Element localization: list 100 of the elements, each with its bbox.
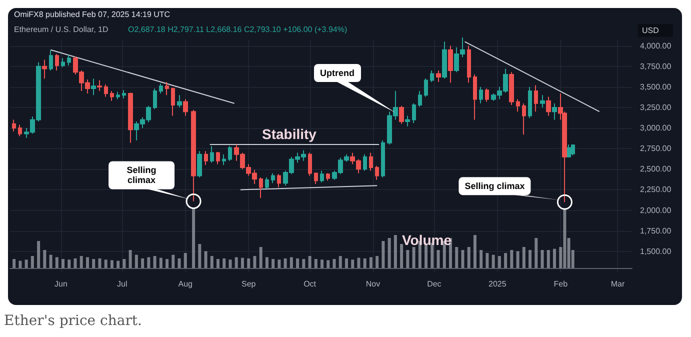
candlestick <box>259 176 263 198</box>
bar <box>290 257 293 268</box>
candlestick <box>91 78 96 96</box>
candlestick <box>183 98 188 116</box>
candlestick <box>448 45 453 84</box>
bar <box>528 250 532 268</box>
candlestick <box>271 172 275 184</box>
bar <box>553 248 556 268</box>
candlestick <box>479 86 483 104</box>
bar <box>473 235 476 268</box>
candlestick <box>277 174 281 188</box>
y-tick-label: 2,750.00 <box>640 144 672 154</box>
bar <box>178 258 181 268</box>
candlestick <box>314 172 318 184</box>
bar <box>68 260 71 268</box>
candlestick <box>320 170 324 183</box>
candlestick <box>546 96 551 116</box>
bar <box>344 258 348 268</box>
bar <box>24 260 28 268</box>
candlestick <box>67 54 71 66</box>
bar <box>30 256 34 268</box>
candlestick <box>467 45 471 84</box>
bar <box>296 258 300 268</box>
candlestick <box>165 81 169 96</box>
bar <box>382 241 385 268</box>
y-tick-label: 2,250.00 <box>640 185 672 194</box>
x-tick-label: Nov <box>366 280 380 288</box>
candlestick <box>122 90 126 99</box>
bar <box>534 238 538 268</box>
bar <box>284 258 287 268</box>
bar <box>172 254 175 268</box>
bar <box>272 259 275 268</box>
candlestick <box>436 70 441 82</box>
candlestick <box>97 80 102 92</box>
candlestick <box>424 78 428 98</box>
candlestick <box>485 88 489 102</box>
candlestick <box>430 70 434 82</box>
bar <box>455 247 458 268</box>
candlestick <box>473 74 477 120</box>
bar <box>18 260 22 268</box>
bar <box>234 257 238 268</box>
bar <box>265 257 268 268</box>
chart-title: Ethereum / U.S. Dollar, 1D <box>14 25 108 34</box>
bar <box>128 250 132 268</box>
y-tick-label: 3,250.00 <box>640 102 672 112</box>
bar <box>122 259 126 268</box>
bar <box>216 259 220 268</box>
candlestick <box>522 102 526 136</box>
candlestick <box>571 144 575 156</box>
candlestick <box>216 151 220 165</box>
bar <box>74 258 77 268</box>
x-tick-label: Jul <box>117 280 128 288</box>
x-tick-label: Oct <box>304 280 317 288</box>
bar <box>406 250 410 268</box>
bar <box>376 256 379 268</box>
x-tick-label: 2025 <box>488 280 507 288</box>
y-tick-label: 2,000.00 <box>640 206 672 215</box>
bar <box>98 258 102 268</box>
bar <box>314 259 318 268</box>
bar <box>369 257 372 268</box>
bar <box>62 259 65 268</box>
bar <box>388 238 391 268</box>
bar <box>43 250 46 268</box>
candlestick <box>153 88 157 110</box>
bar <box>486 253 489 268</box>
candlestick <box>110 90 114 102</box>
bar <box>92 259 96 268</box>
bar <box>436 250 440 268</box>
candlestick <box>49 49 53 71</box>
candlestick <box>540 94 545 108</box>
y-tick-label: 1,750.00 <box>640 226 672 236</box>
bar <box>363 258 366 268</box>
bar <box>522 247 526 268</box>
bar <box>394 235 397 268</box>
text: Ether's price chart. <box>4 313 142 329</box>
bar <box>166 259 169 268</box>
candlestick <box>197 150 202 178</box>
candlestick <box>375 165 379 180</box>
bar <box>338 256 342 268</box>
annotation: Stability <box>262 126 316 142</box>
x-tick-label: Mar <box>610 280 625 288</box>
x-tick-label: Feb <box>554 280 568 288</box>
candlestick <box>55 53 59 71</box>
bar <box>222 258 226 268</box>
annotation: Selling climax <box>458 177 531 196</box>
candlestick <box>567 144 571 158</box>
annotation: Volume <box>402 232 452 248</box>
candlestick <box>18 124 22 137</box>
bar <box>210 256 214 268</box>
bar <box>49 254 52 268</box>
bar <box>240 258 244 268</box>
x-tick-label: Dec <box>427 280 442 288</box>
x-tick-label: Jun <box>54 280 68 288</box>
candlestick <box>326 172 330 182</box>
bar <box>134 254 138 268</box>
candlestick <box>204 150 208 166</box>
candlestick <box>128 92 133 144</box>
candlestick <box>159 83 163 94</box>
y-tick-label: 3,500.00 <box>640 82 672 92</box>
bar <box>546 250 550 268</box>
